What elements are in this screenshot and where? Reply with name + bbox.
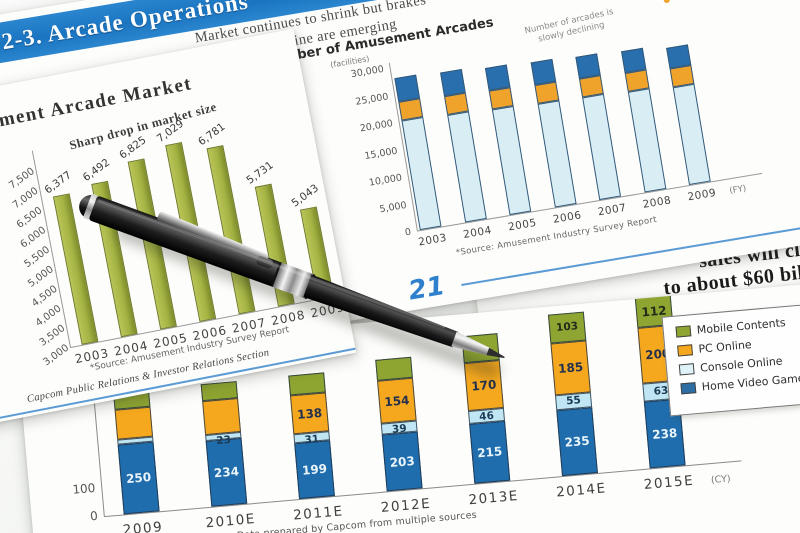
bar-segment-2004 — [446, 111, 487, 223]
y-tick-label: 15,000 — [363, 145, 399, 162]
y-tick-label: 0 — [404, 226, 412, 239]
y-tick-label: 10,000 — [368, 172, 403, 189]
bar-segment-2011E: 199 — [294, 440, 335, 500]
bar-segment-2004 — [439, 69, 466, 97]
bar-segment-2006 — [537, 100, 577, 208]
bar-segment-2008 — [624, 69, 650, 92]
segment-value-label: 103 — [555, 320, 579, 335]
bar-segment-2014E: 235 — [556, 407, 598, 477]
x-tick-label: 2009 — [122, 519, 164, 533]
pen-nose-cone — [451, 332, 492, 360]
bar-segment-2007 — [578, 75, 604, 98]
bar-value-label: 6,825 — [116, 134, 149, 162]
bar-segment-2009 — [114, 406, 154, 440]
bar-segment-2008 — [627, 88, 666, 193]
y-tick-label: 0 — [89, 508, 99, 524]
segment-value-label: 215 — [476, 444, 503, 461]
bar-segment-2007 — [582, 93, 621, 201]
bar-segment-2010E: 234 — [205, 437, 248, 507]
x-tick-label: 2015E — [643, 472, 695, 493]
bar-segment-2013E: 215 — [469, 420, 511, 484]
x-axis-unit: (FY) — [728, 183, 747, 197]
x-tick-label: 2007 — [596, 201, 628, 219]
bar-segment-2009 — [666, 44, 692, 69]
bar-segment-2005 — [488, 87, 514, 110]
legend-color-chip — [680, 382, 697, 395]
bar-segment-2012E — [375, 356, 413, 381]
bar-segment-2005 — [491, 105, 532, 216]
bar-segment-2010E — [200, 381, 239, 402]
bar-segment-2014E: 185 — [550, 340, 591, 396]
bar-segment-2004 — [443, 92, 469, 116]
legend-label: Mobile Contents — [696, 316, 787, 337]
y-tick-label: 5,000 — [378, 199, 408, 215]
page-number: 21 — [406, 270, 447, 307]
bar-segment-2012E: 203 — [381, 431, 423, 492]
legend-label: Console Online — [699, 354, 784, 375]
bar-segment-2011E — [288, 372, 326, 396]
chart-legend: Mobile Contents PC Online Console Online Ho… — [661, 302, 800, 417]
x-tick-label: 2003 — [417, 231, 448, 249]
bar-segment-2006 — [530, 58, 556, 86]
segment-value-label: 170 — [470, 377, 497, 394]
legend-color-chip — [678, 363, 695, 376]
arcades-stacked-bar-chart: (facilities) Number of arcades is slowly… — [330, 0, 777, 262]
segment-value-label: 138 — [296, 405, 323, 422]
x-axis-unit: (CY) — [710, 473, 732, 487]
bar-segment-2007 — [575, 53, 601, 79]
bar-segment-2003 — [394, 74, 421, 102]
bar-value-label: 6,781 — [195, 120, 227, 149]
segment-value-label: 185 — [557, 359, 584, 376]
bar-segment-2011E: 138 — [289, 392, 330, 435]
bar-segment-2009: 250 — [117, 441, 160, 515]
segment-value-label: 154 — [383, 392, 410, 409]
bar-segment-2014E: 55 — [554, 392, 593, 411]
bar-segment-2005 — [484, 64, 511, 91]
x-tick-label: 2014E — [555, 480, 608, 501]
bar-2007 — [206, 145, 255, 315]
bar-value-label: 6,377 — [41, 169, 74, 197]
x-tick-label: 2013E — [467, 487, 520, 509]
x-tick-label: 2006 — [552, 209, 583, 226]
bar-value-label: 5,731 — [243, 159, 276, 187]
segment-value-label: 250 — [125, 469, 152, 487]
y-tick-label: 20,000 — [359, 118, 394, 135]
bar-segment-2003 — [398, 98, 424, 121]
y-tick-label: 25,000 — [354, 91, 390, 108]
bar-value-label: 7,029 — [154, 117, 186, 146]
segment-value-label: 55 — [565, 394, 582, 408]
segment-value-label: 235 — [564, 433, 591, 450]
bar-segment-2009 — [669, 65, 695, 88]
segment-value-label: 203 — [389, 453, 416, 470]
x-tick-label: 2005 — [507, 216, 538, 234]
orange-dot-marker — [663, 0, 671, 4]
bar-segment-2014E: 103 — [547, 311, 587, 344]
bar-segment-2009 — [672, 83, 711, 186]
x-tick-label: 2004 — [462, 224, 493, 241]
segment-value-label: 234 — [213, 464, 240, 481]
legend-color-chip — [677, 344, 694, 357]
bar-segment-2012E: 154 — [377, 377, 417, 424]
legend-color-chip — [675, 325, 692, 338]
y-tick-label: 100 — [71, 480, 96, 497]
x-tick-label: 2009 — [686, 186, 718, 204]
segment-value-label: 238 — [651, 425, 678, 442]
bar-segment-2010E — [202, 398, 241, 436]
segment-value-label: 199 — [301, 461, 328, 478]
bar-segment-2008 — [620, 47, 646, 74]
pen-tip — [486, 347, 506, 363]
bar-segment-2006 — [533, 81, 559, 105]
x-tick-label: 2008 — [641, 194, 673, 211]
legend-label: PC Online — [697, 338, 753, 356]
